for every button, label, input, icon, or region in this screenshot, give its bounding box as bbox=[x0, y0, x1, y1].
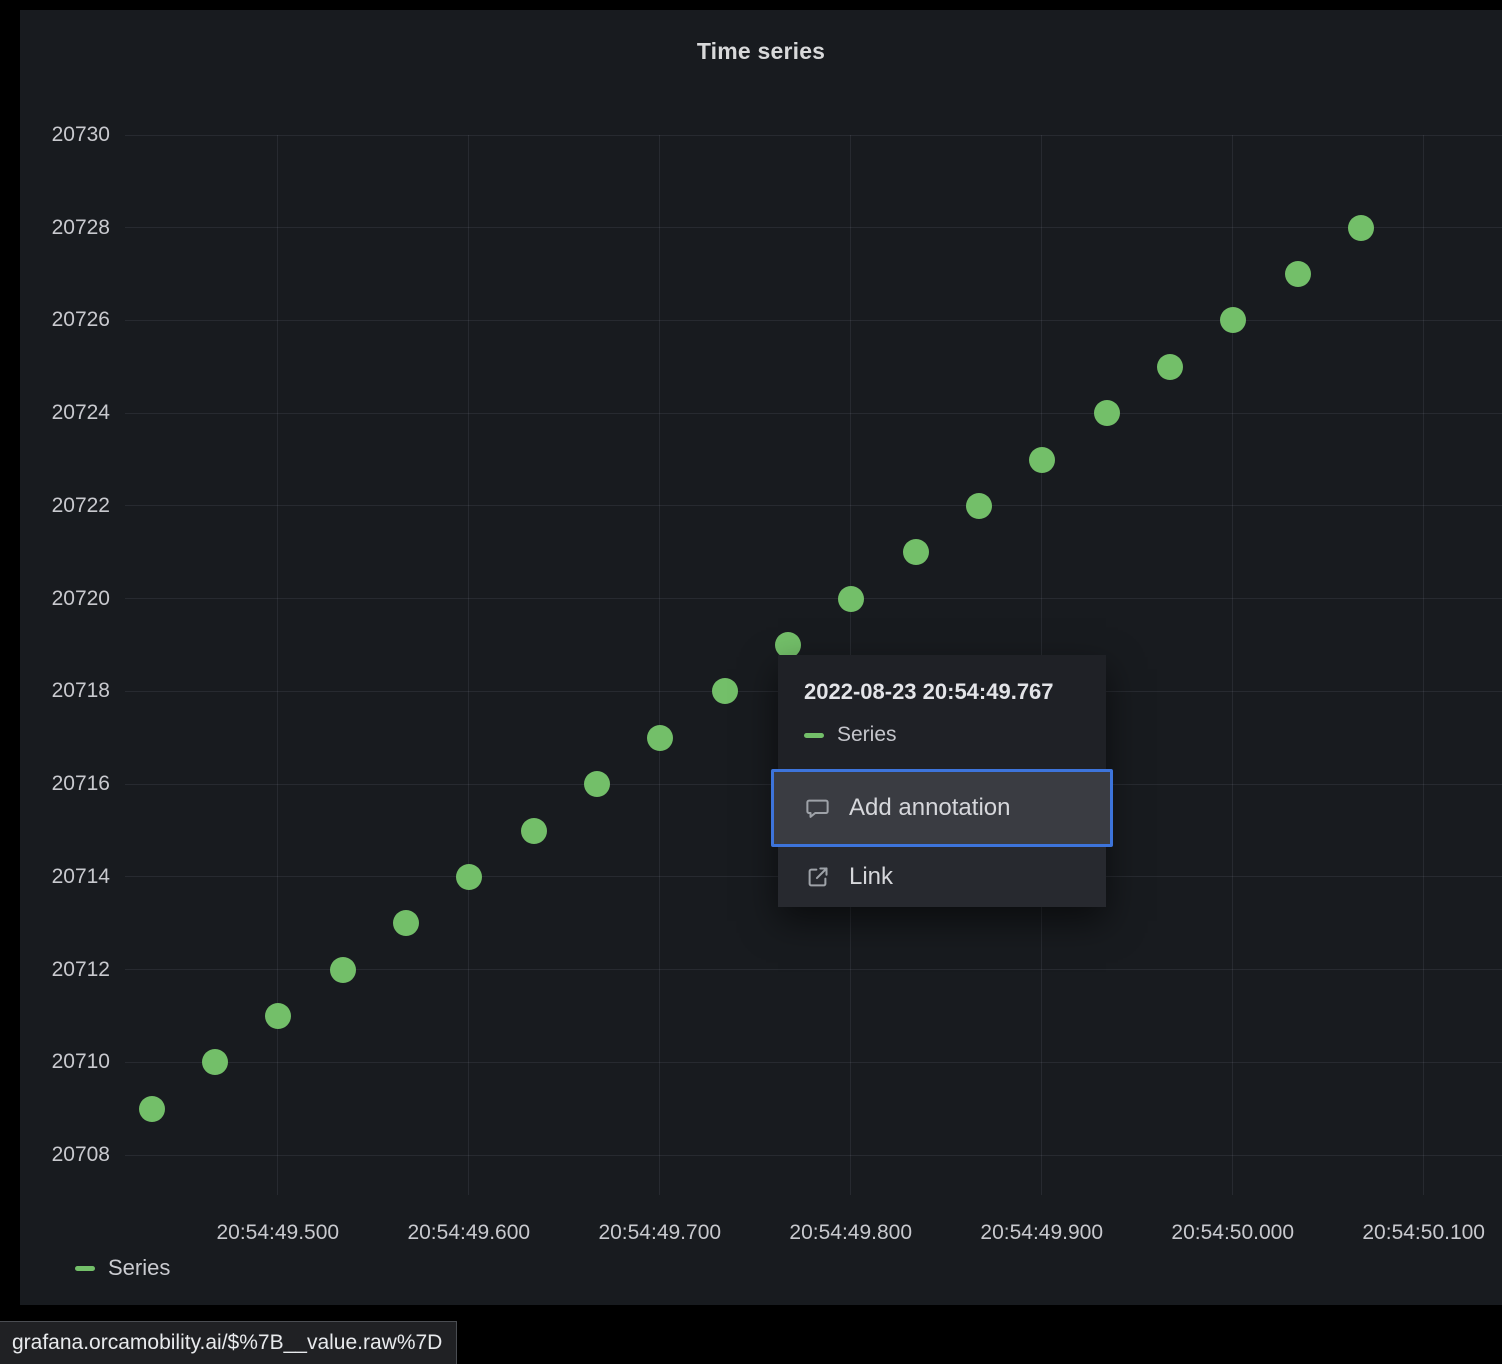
data-point[interactable] bbox=[201, 1049, 228, 1076]
data-point[interactable] bbox=[902, 539, 929, 566]
y-axis-tick-label: 20728 bbox=[51, 215, 110, 239]
x-gridline bbox=[277, 135, 279, 1195]
x-gridline bbox=[1232, 135, 1234, 1195]
data-point[interactable] bbox=[264, 1003, 291, 1029]
browser-link-preview: grafana.orcamobility.ai/$%7B__value.raw%… bbox=[0, 1321, 458, 1364]
panel-title[interactable]: Time series bbox=[696, 38, 826, 64]
tooltip-series-row: Series bbox=[804, 723, 1080, 747]
y-axis-tick-label: 20714 bbox=[51, 864, 110, 888]
y-gridline bbox=[125, 1154, 1502, 1156]
legend: Series bbox=[75, 1255, 170, 1281]
timeseries-panel: Time series 20708 20710 20712 20714 20716 207… bbox=[20, 10, 1502, 1305]
legend-series-marker bbox=[75, 1265, 95, 1271]
y-gridline bbox=[125, 134, 1502, 136]
data-point[interactable] bbox=[1028, 446, 1055, 473]
data-point[interactable] bbox=[1284, 261, 1311, 288]
context-menu-items: Add annotation Link bbox=[771, 769, 1113, 907]
x-axis-tick-label: 20:54:49.700 bbox=[598, 1221, 722, 1244]
data-point[interactable] bbox=[646, 724, 673, 751]
context-menu: 2022-08-23 20:54:49.767 Series Add annot… bbox=[771, 655, 1113, 907]
x-gridline bbox=[1423, 135, 1425, 1195]
x-gridline bbox=[659, 135, 661, 1195]
data-point[interactable] bbox=[520, 817, 547, 844]
x-axis-tick-label: 20:54:49.500 bbox=[216, 1221, 340, 1244]
data-point[interactable] bbox=[1347, 214, 1374, 241]
x-axis-tick-label: 20:54:50.000 bbox=[1171, 1221, 1295, 1244]
y-axis-tick-label: 20726 bbox=[51, 308, 110, 332]
y-axis-tick-label: 20724 bbox=[51, 401, 110, 425]
y-gridline bbox=[125, 1061, 1502, 1063]
data-point[interactable] bbox=[1156, 353, 1183, 380]
data-point[interactable] bbox=[138, 1095, 165, 1122]
menu-item-label: Add annotation bbox=[849, 794, 1011, 821]
y-axis-tick-label: 20720 bbox=[51, 586, 110, 610]
tooltip-series-marker bbox=[804, 732, 824, 738]
tooltip-header: 2022-08-23 20:54:49.767 Series bbox=[778, 655, 1106, 769]
legend-series-label[interactable]: Series bbox=[108, 1255, 171, 1280]
y-axis-tick-label: 20722 bbox=[51, 493, 110, 517]
data-point[interactable] bbox=[774, 632, 801, 659]
x-axis-tick-label: 20:54:49.900 bbox=[980, 1221, 1104, 1244]
y-axis-tick-label: 20712 bbox=[51, 957, 110, 981]
y-axis-tick-label: 20718 bbox=[51, 679, 110, 703]
y-gridline bbox=[125, 319, 1502, 321]
y-axis-tick-label: 20708 bbox=[51, 1143, 110, 1167]
y-axis-tick-label: 20710 bbox=[51, 1050, 110, 1074]
tooltip-timestamp: 2022-08-23 20:54:49.767 bbox=[804, 679, 1054, 704]
x-gridline bbox=[468, 135, 470, 1195]
y-gridline bbox=[125, 969, 1502, 971]
tooltip-series-label: Series bbox=[837, 723, 897, 746]
x-axis-tick-label: 20:54:50.100 bbox=[1362, 1221, 1485, 1244]
data-point[interactable] bbox=[455, 863, 482, 890]
y-gridline bbox=[125, 598, 1502, 600]
y-gridline bbox=[125, 227, 1502, 229]
comment-icon bbox=[804, 795, 831, 822]
data-point[interactable] bbox=[329, 956, 356, 983]
data-point[interactable] bbox=[392, 910, 419, 937]
x-axis-tick-label: 20:54:49.600 bbox=[407, 1221, 531, 1244]
menu-item-link[interactable]: Link bbox=[778, 847, 1106, 907]
x-axis-tick-label: 20:54:49.800 bbox=[789, 1221, 913, 1244]
data-point[interactable] bbox=[837, 585, 864, 612]
data-point[interactable] bbox=[1093, 400, 1120, 427]
menu-item-add-annotation[interactable]: Add annotation bbox=[771, 769, 1113, 847]
external-link-icon bbox=[804, 864, 831, 891]
y-gridline bbox=[125, 412, 1502, 414]
data-point[interactable] bbox=[583, 771, 610, 798]
y-axis-tick-label: 20730 bbox=[51, 123, 110, 146]
y-gridline bbox=[125, 505, 1502, 507]
y-axis-tick-label: 20716 bbox=[51, 772, 110, 796]
data-point[interactable] bbox=[711, 678, 738, 705]
data-point[interactable] bbox=[965, 492, 992, 519]
menu-item-label: Link bbox=[849, 863, 894, 890]
data-point[interactable] bbox=[1219, 307, 1246, 334]
